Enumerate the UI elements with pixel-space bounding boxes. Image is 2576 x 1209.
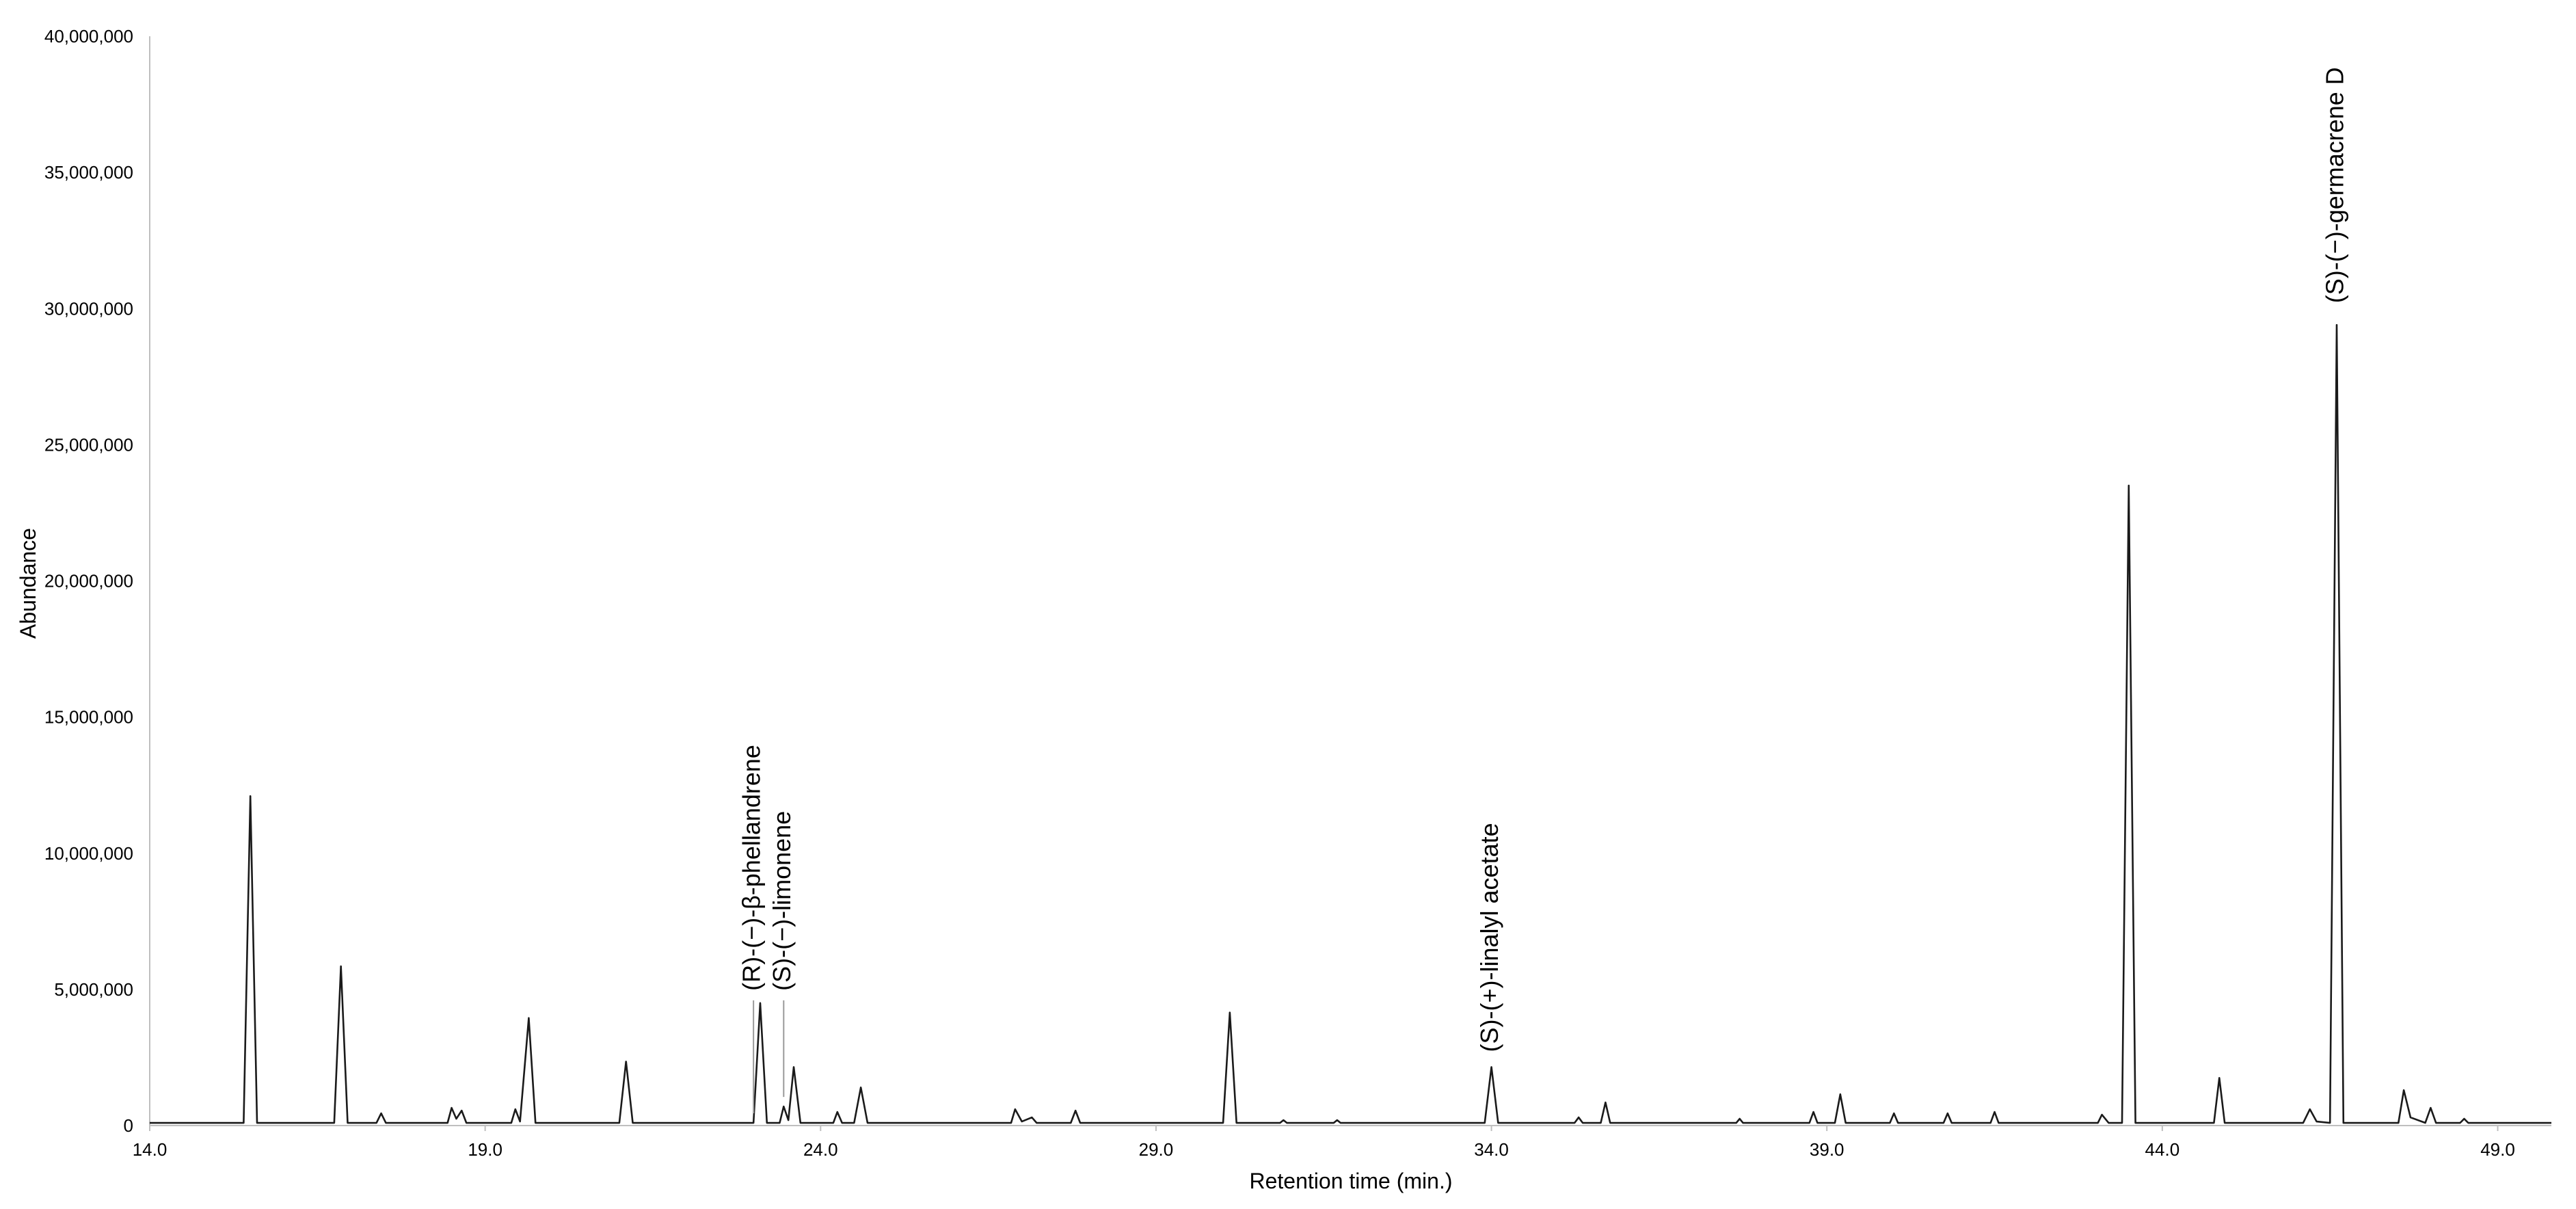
y-axis-title: Abundance xyxy=(16,528,40,639)
x-tick-label: 29.0 xyxy=(1139,1139,1174,1160)
y-tick-label: 20,000,000 xyxy=(44,571,133,592)
y-tick-label: 30,000,000 xyxy=(44,298,133,319)
peak-annotation: (S)-(+)-linalyl acetate xyxy=(1475,823,1503,1052)
peak-annotation: (S)-(−)-germacrene D xyxy=(2321,67,2349,303)
x-tick-label: 14.0 xyxy=(133,1139,167,1160)
y-tick-label: 40,000,000 xyxy=(44,26,133,46)
y-tick-label: 10,000,000 xyxy=(44,843,133,864)
x-tick-label: 24.0 xyxy=(803,1139,838,1160)
peak-annotation: (S)-(−)-limonene xyxy=(768,811,796,991)
x-axis-title: Retention time (min.) xyxy=(1250,1169,1453,1193)
y-tick-label: 25,000,000 xyxy=(44,434,133,455)
y-tick-label: 35,000,000 xyxy=(44,162,133,183)
y-tick-label: 0 xyxy=(124,1115,133,1136)
x-tick-label: 39.0 xyxy=(1810,1139,1844,1160)
y-tick-label: 5,000,000 xyxy=(54,979,133,1000)
y-tick-label: 15,000,000 xyxy=(44,707,133,728)
x-tick-label: 49.0 xyxy=(2480,1139,2515,1160)
x-tick-label: 19.0 xyxy=(468,1139,502,1160)
x-tick-label: 44.0 xyxy=(2145,1139,2180,1160)
trace-line xyxy=(150,323,2551,1124)
x-tick-label: 34.0 xyxy=(1474,1139,1509,1160)
peak-annotation: (R)-(−)-β-phellandrene xyxy=(738,745,766,991)
